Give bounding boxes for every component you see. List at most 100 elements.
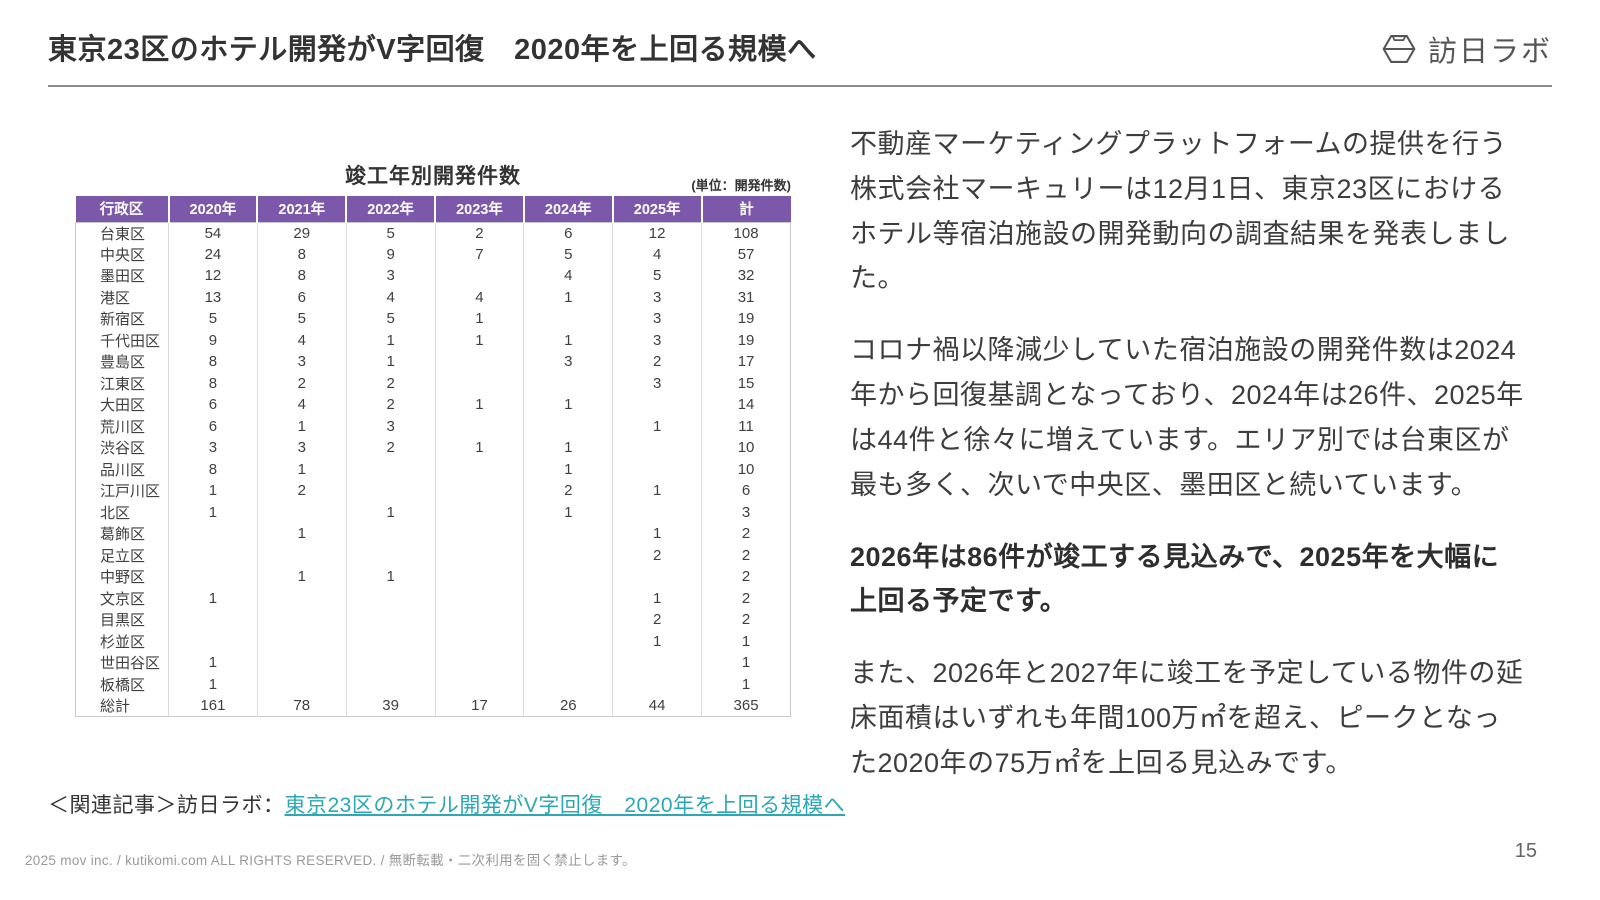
- value-cell: 10: [701, 437, 791, 459]
- value-cell: 1: [435, 308, 525, 330]
- value-cell: 1: [435, 394, 525, 416]
- value-cell: [257, 501, 347, 523]
- value-cell: [346, 523, 436, 545]
- table-row: 荒川区 6 1 3 1 11: [75, 415, 791, 437]
- value-cell: [346, 630, 436, 652]
- value-cell: 1: [257, 523, 347, 545]
- ward-cell: 世田谷区: [75, 652, 169, 674]
- honichi-lab-logo: 訪日ラボ: [1380, 28, 1552, 70]
- value-cell: 5: [168, 308, 258, 330]
- value-cell: 2: [612, 351, 703, 373]
- value-cell: [257, 673, 347, 695]
- article-paragraph: 不動産マーケティングプラットフォームの提供を行う株式会社マーキュリーは12月1日…: [850, 129, 1510, 294]
- table-row: 目黒区 2 2: [75, 609, 791, 631]
- value-cell: [435, 673, 525, 695]
- value-cell: [346, 652, 436, 674]
- value-cell: 1: [168, 480, 258, 502]
- ward-cell: 文京区: [75, 587, 169, 609]
- copyright-footer: 2025 mov inc. / kutikomi.com ALL RIGHTS …: [25, 853, 636, 868]
- table-row: 中野区 1 1 2: [75, 566, 791, 588]
- value-cell: [435, 415, 525, 437]
- value-cell: 78: [257, 695, 347, 717]
- value-cell: 19: [701, 329, 791, 351]
- value-cell: 1: [523, 458, 614, 480]
- value-cell: [435, 609, 525, 631]
- value-cell: 1: [435, 437, 525, 459]
- ward-cell: 板橋区: [75, 673, 169, 695]
- value-cell: 1: [612, 480, 703, 502]
- value-cell: [523, 609, 614, 631]
- development-table-block: 竣工年別開発件数 (単位：開発件数) 行政区 2020年 2021年 2022年 202…: [75, 160, 791, 717]
- value-cell: 1: [523, 437, 614, 459]
- value-cell: 3: [701, 501, 791, 523]
- value-cell: [168, 544, 258, 566]
- value-cell: 4: [346, 286, 436, 308]
- value-cell: [523, 566, 614, 588]
- value-cell: [435, 458, 525, 480]
- value-cell: 2: [612, 609, 703, 631]
- value-cell: [168, 523, 258, 545]
- value-cell: 3: [257, 437, 347, 459]
- value-cell: 11: [701, 415, 791, 437]
- value-cell: [257, 587, 347, 609]
- ward-cell: 江東区: [75, 372, 169, 394]
- value-cell: 2: [701, 587, 791, 609]
- value-cell: 1: [257, 458, 347, 480]
- hexagon-logo-icon: [1382, 35, 1416, 63]
- value-cell: 14: [701, 394, 791, 416]
- value-cell: 3: [612, 308, 703, 330]
- value-cell: 29: [257, 222, 347, 244]
- page-number: 15: [1514, 840, 1537, 862]
- value-cell: 161: [168, 695, 258, 717]
- value-cell: [435, 351, 525, 373]
- value-cell: [257, 652, 347, 674]
- value-cell: 8: [168, 458, 258, 480]
- value-cell: 2: [612, 544, 703, 566]
- table-row: 文京区 1 1 2: [75, 587, 791, 609]
- value-cell: 6: [523, 222, 614, 244]
- value-cell: 9: [168, 329, 258, 351]
- value-cell: [346, 458, 436, 480]
- related-article-line: ＜関連記事＞訪日ラボ：東京23区のホテル開発がV字回復 2020年を上回る規模へ: [48, 789, 845, 819]
- value-cell: [523, 652, 614, 674]
- value-cell: 2: [523, 480, 614, 502]
- value-cell: 1: [701, 673, 791, 695]
- value-cell: 1: [701, 652, 791, 674]
- title-divider: [48, 85, 1552, 87]
- value-cell: 32: [701, 265, 791, 287]
- table-row: 大田区 6 4 2 1 1 14: [75, 394, 791, 416]
- table-row: 総計 161 78 39 17 26 44 365: [75, 695, 791, 717]
- value-cell: 12: [168, 265, 258, 287]
- table-row: 板橋区 1 1: [75, 673, 791, 695]
- ward-cell: 品川区: [75, 458, 169, 480]
- value-cell: [435, 523, 525, 545]
- table-row: 北区 1 1 1 3: [75, 501, 791, 523]
- ward-cell: 豊島区: [75, 351, 169, 373]
- value-cell: [435, 265, 525, 287]
- value-cell: 5: [523, 243, 614, 265]
- value-cell: [523, 587, 614, 609]
- value-cell: [612, 458, 703, 480]
- column-header: 2022年: [345, 196, 436, 222]
- value-cell: 3: [346, 265, 436, 287]
- table-row: 渋谷区 3 3 2 1 1 10: [75, 437, 791, 459]
- table-row: 豊島区 8 3 1 3 2 17: [75, 351, 791, 373]
- value-cell: 3: [346, 415, 436, 437]
- related-article-link[interactable]: 東京23区のホテル開発がV字回復 2020年を上回る規模へ: [284, 794, 846, 817]
- value-cell: 6: [168, 415, 258, 437]
- value-cell: 8: [168, 372, 258, 394]
- value-cell: 1: [257, 566, 347, 588]
- value-cell: [523, 308, 614, 330]
- value-cell: 3: [523, 351, 614, 373]
- table-row: 品川区 8 1 1 10: [75, 458, 791, 480]
- article-text-block: 不動産マーケティングプラットフォームの提供を行う株式会社マーキュリーは12月1日…: [850, 122, 1526, 813]
- table-header: 行政区 2020年 2021年 2022年 2023年 2024年 2025年計: [75, 196, 791, 222]
- value-cell: 3: [257, 351, 347, 373]
- value-cell: [346, 587, 436, 609]
- value-cell: 5: [346, 308, 436, 330]
- column-header: 2024年: [522, 196, 613, 222]
- table-row: 江東区 8 2 2 3 15: [75, 372, 791, 394]
- ward-cell: 杉並区: [75, 630, 169, 652]
- value-cell: 19: [701, 308, 791, 330]
